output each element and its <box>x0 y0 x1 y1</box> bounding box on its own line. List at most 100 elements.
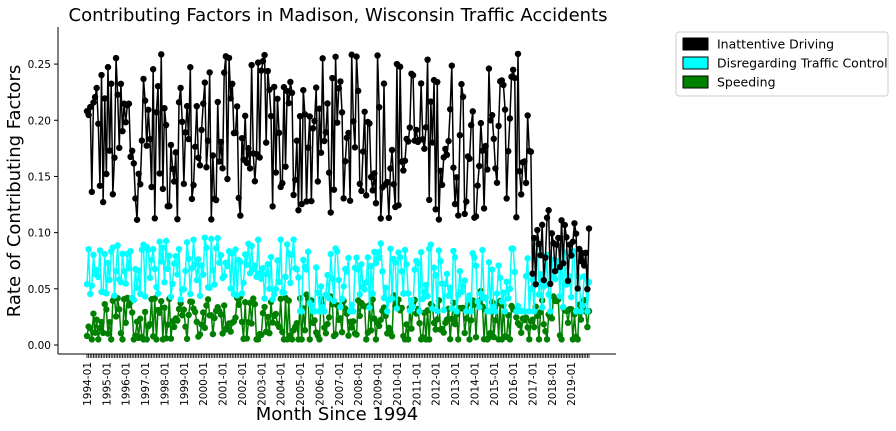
data-point <box>266 329 273 337</box>
data-point <box>511 74 518 82</box>
data-point <box>217 251 225 259</box>
data-point <box>240 279 247 286</box>
data-point <box>332 53 339 60</box>
data-point <box>377 215 384 222</box>
data-point <box>116 144 123 152</box>
data-point <box>558 217 565 224</box>
data-point <box>403 261 410 268</box>
data-point <box>459 93 467 100</box>
data-point <box>264 67 271 75</box>
data-point <box>377 316 384 324</box>
data-point <box>448 62 455 69</box>
data-point <box>538 221 546 229</box>
data-point <box>283 87 291 95</box>
data-point <box>190 181 197 189</box>
legend: Inattentive Driving Disregarding Traffic … <box>675 31 889 97</box>
data-point <box>258 331 265 339</box>
data-point <box>395 202 402 209</box>
data-point <box>93 84 100 92</box>
data-point <box>111 292 118 299</box>
data-point <box>117 80 125 88</box>
data-point <box>267 253 275 261</box>
data-point <box>129 309 136 316</box>
data-point <box>350 118 357 125</box>
data-point <box>250 295 257 302</box>
x-tick-label: 2009-01 <box>373 362 385 406</box>
data-point <box>466 155 473 162</box>
data-point <box>472 333 480 341</box>
data-point <box>88 336 96 343</box>
data-point <box>535 240 543 248</box>
data-point <box>372 336 380 343</box>
data-point <box>437 167 444 174</box>
data-point <box>170 260 178 267</box>
x-tick-label: 2015-01 <box>489 362 501 406</box>
data-point <box>87 324 94 332</box>
data-point <box>446 335 454 343</box>
data-point <box>85 111 92 119</box>
legend-swatch <box>682 75 709 89</box>
data-point <box>574 336 581 343</box>
data-point <box>224 262 231 270</box>
data-point <box>141 97 149 104</box>
data-point <box>227 285 234 292</box>
data-point <box>477 119 485 127</box>
data-point <box>333 248 341 255</box>
data-point <box>98 71 105 79</box>
data-point <box>361 108 368 115</box>
data-point <box>177 296 184 303</box>
data-point <box>288 89 296 97</box>
data-point <box>274 95 281 102</box>
data-point <box>217 311 225 318</box>
data-point <box>358 261 365 268</box>
x-axis-label: Month Since 1994 <box>256 404 418 425</box>
data-point <box>117 330 125 337</box>
data-point <box>303 198 310 205</box>
x-tick-label: 2011-01 <box>411 362 423 406</box>
data-point <box>443 316 451 323</box>
data-point <box>251 178 259 185</box>
data-point <box>363 336 370 343</box>
data-point <box>162 335 170 342</box>
data-point <box>206 284 213 291</box>
x-tick-label: 2006-01 <box>314 362 326 406</box>
data-point <box>237 212 244 219</box>
legend-label: Disregarding Traffic Control <box>717 56 888 71</box>
x-tick-label: 2004-01 <box>276 362 288 406</box>
data-point <box>471 254 478 261</box>
data-point <box>238 318 246 326</box>
data-point <box>456 131 464 139</box>
data-point <box>516 168 523 175</box>
data-point <box>506 285 514 293</box>
data-point <box>367 327 375 334</box>
data-point <box>208 216 215 223</box>
data-point <box>388 333 396 340</box>
data-point <box>459 282 467 290</box>
data-point <box>555 234 562 242</box>
data-point <box>224 175 231 183</box>
data-point <box>548 315 556 322</box>
data-point <box>506 115 514 122</box>
data-point <box>138 137 146 144</box>
data-point <box>505 295 512 302</box>
data-point <box>188 195 196 203</box>
data-point <box>419 136 426 143</box>
data-point <box>200 271 207 278</box>
data-point <box>146 135 154 143</box>
data-point <box>429 139 436 146</box>
data-point <box>232 314 239 321</box>
data-point <box>482 142 489 150</box>
data-point <box>495 122 502 130</box>
data-point <box>482 294 489 301</box>
data-point <box>114 242 121 249</box>
data-point <box>116 306 123 313</box>
x-tick-label: 1997-01 <box>140 362 152 406</box>
data-point <box>568 252 575 259</box>
data-point <box>298 308 305 315</box>
data-point <box>206 69 213 76</box>
data-point <box>545 207 552 214</box>
data-point <box>440 306 447 314</box>
data-point <box>137 181 144 188</box>
data-point <box>295 207 302 214</box>
data-point <box>513 214 520 221</box>
